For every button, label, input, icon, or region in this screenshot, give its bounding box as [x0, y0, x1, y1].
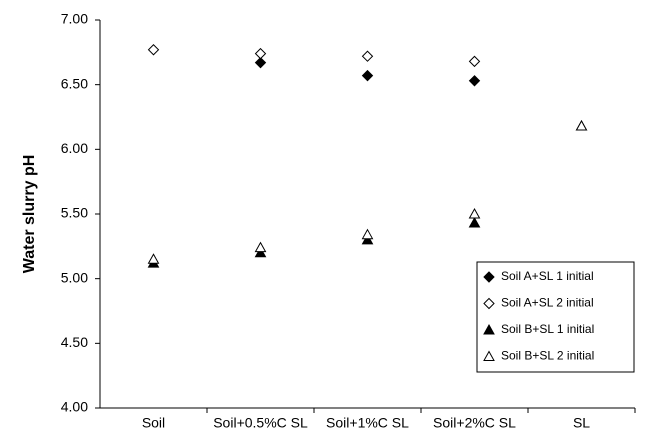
- marker: [361, 69, 374, 82]
- marker: [147, 253, 160, 264]
- marker: [468, 75, 481, 87]
- x-tick-label: Soil+2%C SL: [433, 415, 516, 431]
- marker: [254, 246, 267, 258]
- marker: [361, 50, 374, 62]
- marker: [483, 350, 495, 361]
- x-tick-label: Soil+1%C SL: [326, 415, 409, 431]
- marker: [254, 56, 267, 69]
- x-tick-label: SL: [573, 415, 590, 431]
- y-tick-label: 6.00: [61, 140, 88, 156]
- marker: [483, 323, 495, 335]
- y-axis-title: Water slurry pH: [21, 155, 38, 274]
- legend-box: [476, 261, 635, 373]
- marker: [483, 297, 495, 310]
- marker: [483, 271, 495, 283]
- marker: [361, 233, 374, 245]
- marker: [361, 228, 374, 240]
- y-tick-label: 7.00: [61, 11, 88, 27]
- y-tick-label: 4.50: [61, 334, 88, 350]
- marker: [147, 44, 160, 56]
- marker: [254, 241, 267, 253]
- marker: [468, 207, 481, 219]
- y-tick-label: 4.00: [61, 399, 88, 415]
- marker: [468, 217, 481, 228]
- y-tick-label: 6.50: [61, 75, 88, 91]
- legend-label: Soil A+SL 2 initial: [501, 296, 594, 310]
- legend-label: Soil B+SL 2 initial: [501, 349, 594, 363]
- x-tick-label: Soil: [142, 415, 165, 431]
- legend-label: Soil B+SL 1 initial: [501, 322, 594, 336]
- y-tick-label: 5.00: [61, 269, 88, 285]
- y-tick-label: 5.50: [61, 205, 88, 221]
- x-tick-label: Soil+0.5%C SL: [213, 415, 308, 431]
- marker: [254, 47, 267, 60]
- marker: [468, 55, 481, 68]
- legend-label: Soil A+SL 1 initial: [501, 269, 594, 283]
- marker: [575, 120, 588, 131]
